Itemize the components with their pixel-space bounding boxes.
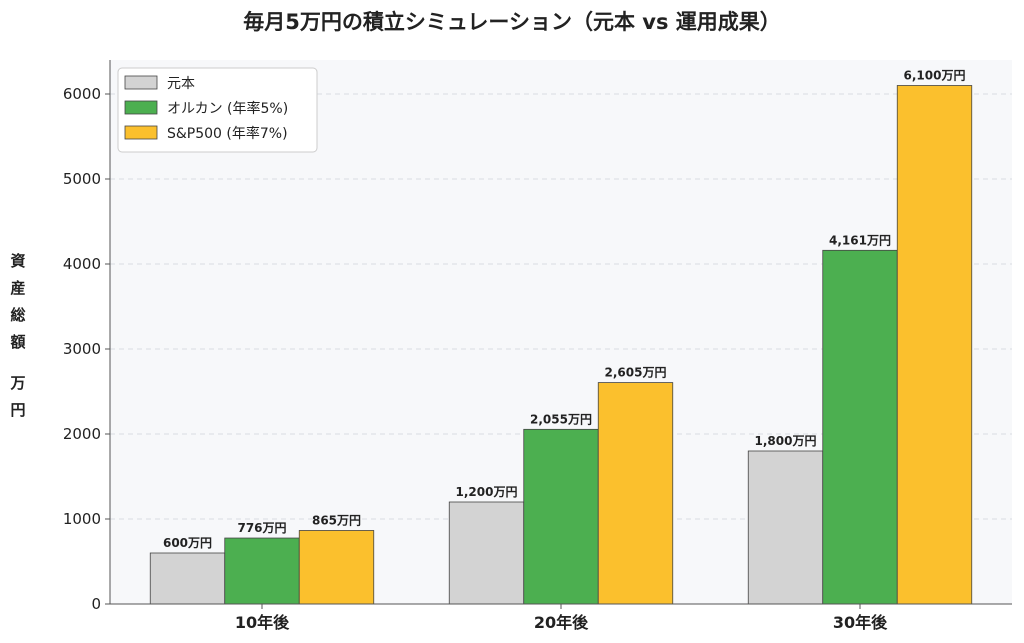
chart-title: 毎月5万円の積立シミュレーション（元本 vs 運用成果） — [243, 10, 781, 34]
bars — [149, 85, 973, 605]
y-axis-label-char: 円 — [10, 401, 26, 419]
y-tick-label: 4000 — [63, 255, 101, 273]
data-label: 4,161万円 — [829, 233, 891, 247]
legend-label: 元本 — [167, 76, 195, 92]
y-axis-label-char: 産 — [10, 279, 26, 297]
bar — [224, 537, 300, 605]
legend-label: S&P500 (年率7%) — [167, 125, 288, 142]
y-tick-label: 1000 — [63, 510, 101, 528]
y-tick-label: 5000 — [63, 170, 101, 188]
bar — [149, 552, 226, 605]
x-ticks: 10年後 20年後 30年後 — [235, 604, 888, 632]
data-label: 1,200万円 — [456, 485, 518, 499]
data-labels: 600万円 776万円 865万円 1,200万円 2,055万円 2,605万円 1,80… — [163, 69, 966, 551]
data-label: 6,100万円 — [904, 69, 966, 83]
x-tick-label: 30年後 — [833, 613, 888, 632]
y-axis-label-char: 額 — [10, 333, 26, 351]
legend-box — [117, 67, 318, 153]
data-label: 1,800万円 — [755, 434, 817, 448]
x-tick-label: 10年後 — [235, 613, 290, 632]
y-tick-label: 0 — [91, 595, 101, 613]
bar — [523, 428, 599, 605]
data-label: 2,605万円 — [605, 366, 667, 380]
y-tick-label: 2000 — [63, 425, 101, 443]
y-axis-label-char: 資 — [10, 252, 26, 270]
bar — [597, 382, 674, 605]
bar — [747, 450, 824, 605]
data-label: 865万円 — [312, 513, 361, 527]
data-label: 776万円 — [237, 521, 286, 535]
y-axis-label-char: 総 — [10, 306, 26, 324]
legend-swatch — [124, 75, 158, 90]
bar — [298, 530, 375, 605]
bar — [822, 249, 898, 605]
y-ticks: 0 1000 2000 3000 4000 5000 6000 — [63, 85, 110, 613]
data-label: 2,055万円 — [530, 412, 592, 426]
bar — [448, 501, 525, 605]
legend-label: オルカン (年率5%) — [167, 100, 288, 117]
y-tick-label: 3000 — [63, 340, 101, 358]
y-tick-label: 6000 — [63, 85, 101, 103]
y-axis-label: 資産総額万円 — [6, 248, 30, 424]
y-axis-label-char: 万 — [10, 374, 26, 392]
legend-swatch — [124, 125, 158, 140]
x-tick-label: 20年後 — [534, 613, 589, 632]
bar — [896, 85, 973, 605]
data-label: 600万円 — [163, 536, 212, 550]
legend-swatch — [124, 100, 158, 115]
